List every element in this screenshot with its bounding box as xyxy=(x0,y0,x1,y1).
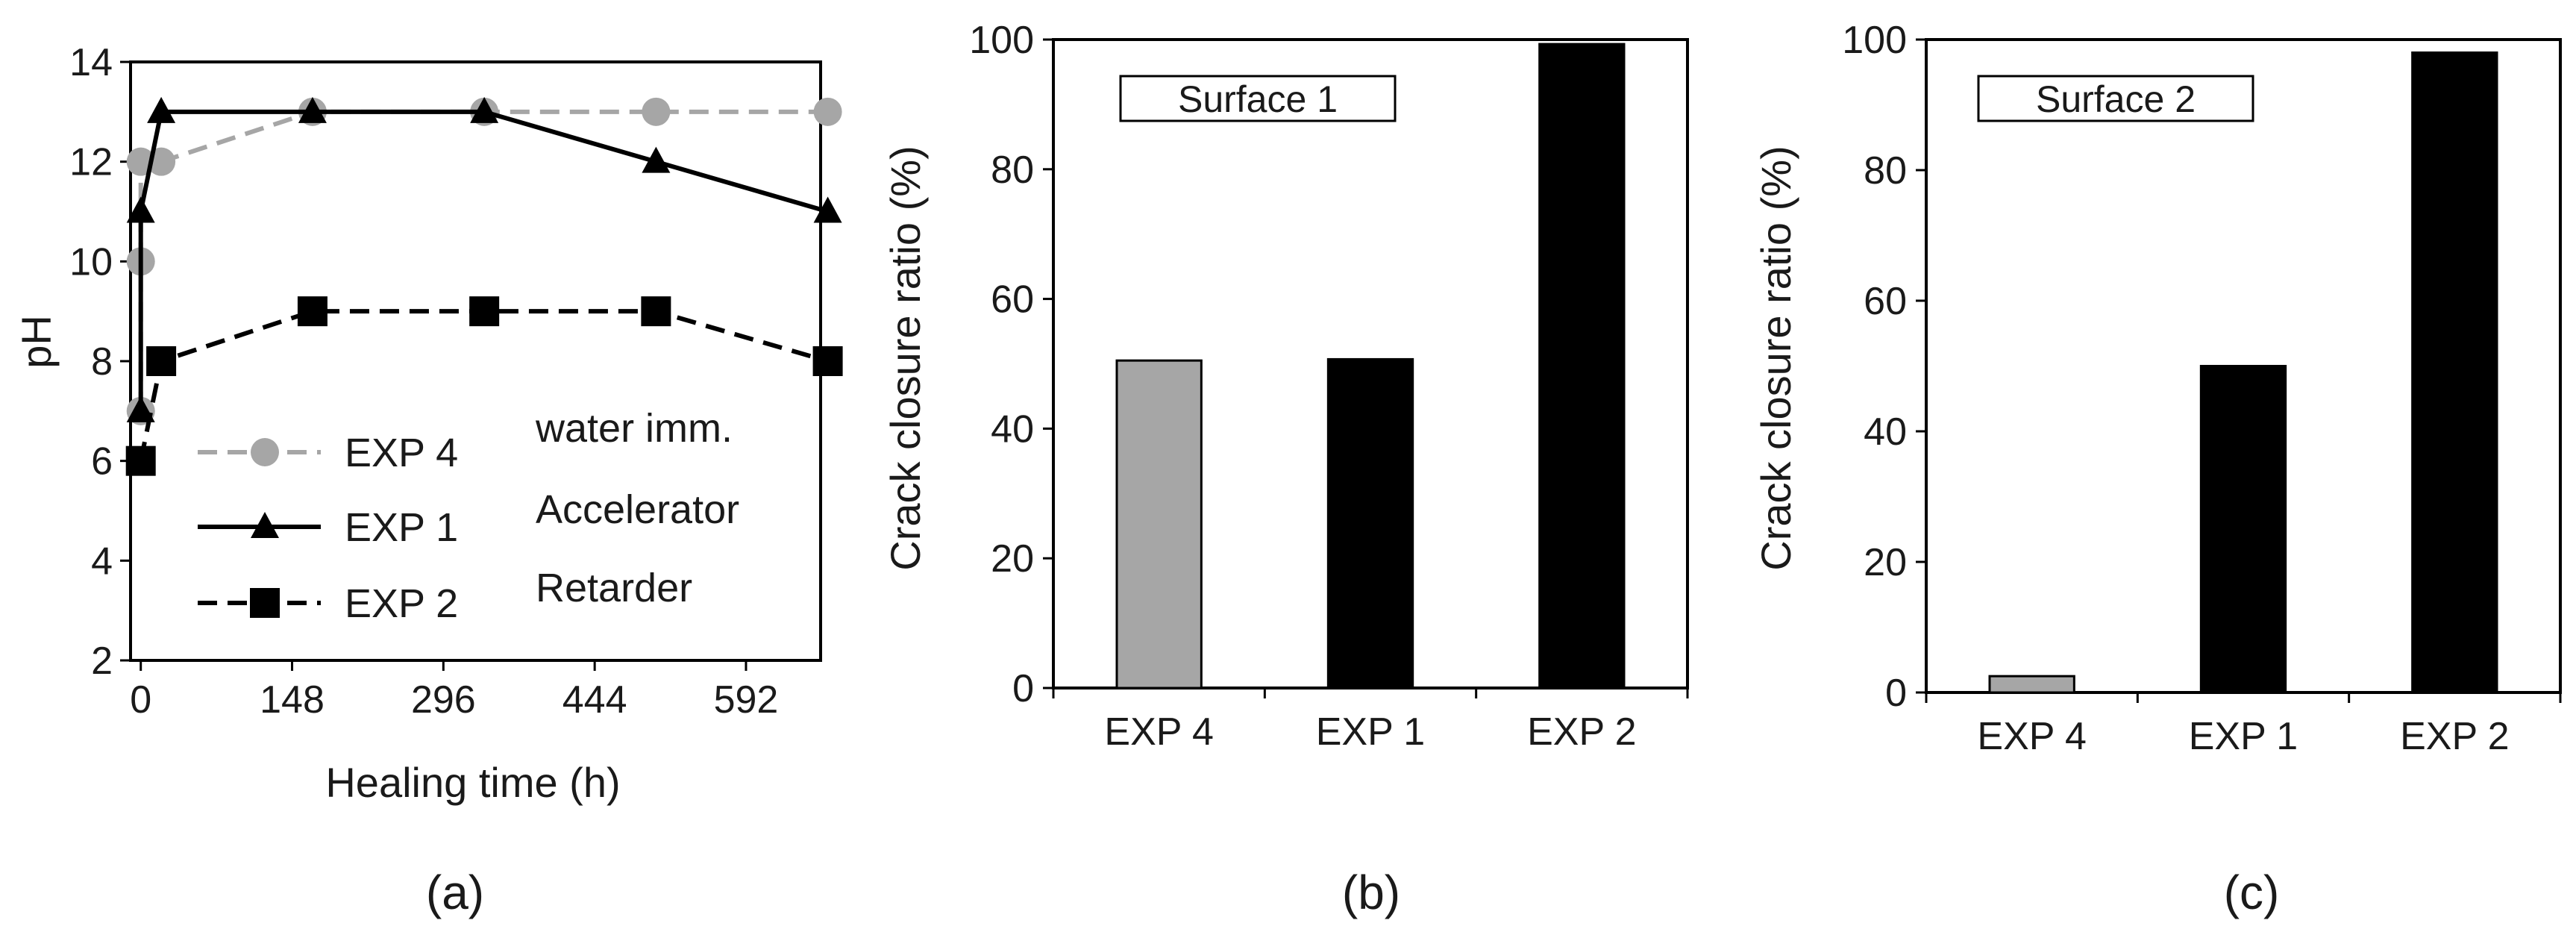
panel-b-title-box xyxy=(1119,75,1397,122)
panel-c-ylabel: Crack closure ratio (%) xyxy=(1752,146,1799,570)
panel-a-ytick-label: 4 xyxy=(91,540,113,583)
panel-b-ytick-label: 20 xyxy=(991,537,1034,581)
panel-c-category-label: EXP 1 xyxy=(2189,715,2298,758)
legend-series-name: EXP 4 xyxy=(345,431,458,475)
panel-b-label: (b) xyxy=(1342,866,1400,919)
panel-a-ytick-label: 10 xyxy=(69,240,113,284)
panel-c-title-box xyxy=(1977,75,2254,122)
panel-c-category-label: EXP 2 xyxy=(2400,715,2509,758)
panel-c-title: Surface 2 xyxy=(2036,78,2196,120)
panel-b-ytick-label: 100 xyxy=(969,19,1034,62)
panel-a-ytick-label: 8 xyxy=(91,340,113,384)
bar-exp-2 xyxy=(2411,51,2498,694)
panel-c-ytick-label: 80 xyxy=(1864,149,1907,193)
legend-marker-3 xyxy=(250,588,280,618)
legend-description: Accelerator xyxy=(536,487,739,532)
panel-c-label: (c) xyxy=(2224,866,2280,919)
legend-description: water imm. xyxy=(535,406,733,451)
panel-a-line-chart: pH Healing time (h) (a) 2 4 6 8 10 12 14 0 148 29… xyxy=(13,41,843,919)
bar-exp-4 xyxy=(1988,675,2075,694)
legend-description: Retarder xyxy=(536,566,692,610)
panel-b-ytick-label: 0 xyxy=(1012,667,1034,710)
panel-c-ytick-label: 60 xyxy=(1864,280,1907,323)
panel-b-category-label: EXP 2 xyxy=(1527,710,1636,754)
data-point xyxy=(813,196,842,223)
panel-c-ytick-label: 20 xyxy=(1864,541,1907,584)
data-point xyxy=(642,97,671,126)
data-point xyxy=(297,296,328,327)
data-point xyxy=(641,296,671,327)
data-point xyxy=(470,96,499,123)
panel-a-ytick-label: 6 xyxy=(91,440,113,484)
panel-a-xtick-label: 592 xyxy=(714,678,779,722)
panel-b-title: Surface 1 xyxy=(1178,78,1338,120)
data-point xyxy=(125,445,156,476)
legend-series-name: EXP 2 xyxy=(345,581,458,626)
panel-a-ylabel: pH xyxy=(13,315,60,369)
panel-c-ytick-label: 100 xyxy=(1842,19,1907,62)
legend-marker-1 xyxy=(251,438,279,466)
panel-a-series-exp-1 xyxy=(126,96,842,422)
panel-c-ytick-label: 0 xyxy=(1885,672,1907,715)
panel-b-ylabel: Crack closure ratio (%) xyxy=(882,146,929,570)
panel-b-ytick-label: 60 xyxy=(991,278,1034,322)
panel-b-category-label: EXP 4 xyxy=(1104,710,1213,754)
panel-a-xtick-label: 444 xyxy=(562,678,627,722)
data-point xyxy=(469,296,500,327)
panel-a-series-exp-2 xyxy=(125,296,843,476)
legend-series-name: EXP 1 xyxy=(345,505,458,550)
panel-b-category-label: EXP 1 xyxy=(1316,710,1425,754)
panel-b-ytick-label: 40 xyxy=(991,407,1034,451)
panel-a-ytick-label: 2 xyxy=(91,640,113,683)
series-line xyxy=(138,109,828,411)
panel-c-category-label: EXP 4 xyxy=(1977,715,2086,758)
data-point xyxy=(126,196,155,223)
legend-marker-2 xyxy=(251,512,279,538)
data-point xyxy=(812,346,843,376)
data-point xyxy=(298,96,327,123)
panel-a-xtick-label: 148 xyxy=(260,678,325,722)
data-point xyxy=(642,146,671,173)
data-point xyxy=(146,346,177,376)
data-point xyxy=(147,96,176,123)
panel-c-ytick-label: 40 xyxy=(1864,410,1907,454)
panel-a-xtick-label: 296 xyxy=(411,678,476,722)
panel-a-ytick-label: 12 xyxy=(69,141,113,184)
panel-b-bar-chart: Crack closure ratio (%) (b) 0 20 40 60 80 100… xyxy=(882,19,1689,919)
series-line xyxy=(138,309,829,462)
panel-a-xtick-label: 0 xyxy=(130,678,151,722)
data-point xyxy=(813,97,842,126)
panel-b-ytick-label: 80 xyxy=(991,148,1034,192)
bar-exp-1 xyxy=(2199,365,2287,694)
panel-a-xlabel: Healing time (h) xyxy=(325,759,620,806)
panel-a-ytick-label: 14 xyxy=(69,41,113,84)
panel-a-label: (a) xyxy=(426,866,484,919)
panel-a-series-exp-4 xyxy=(126,97,842,425)
bar-exp-2 xyxy=(1538,43,1626,689)
panel-c-bar-chart: Crack closure ratio (%) (c) 0 20 40 60 80 100… xyxy=(1752,19,2562,919)
series-line xyxy=(138,109,829,411)
bar-exp-4 xyxy=(1115,359,1203,689)
panel-a-plot-frame xyxy=(129,60,822,662)
bar-exp-1 xyxy=(1326,357,1414,689)
